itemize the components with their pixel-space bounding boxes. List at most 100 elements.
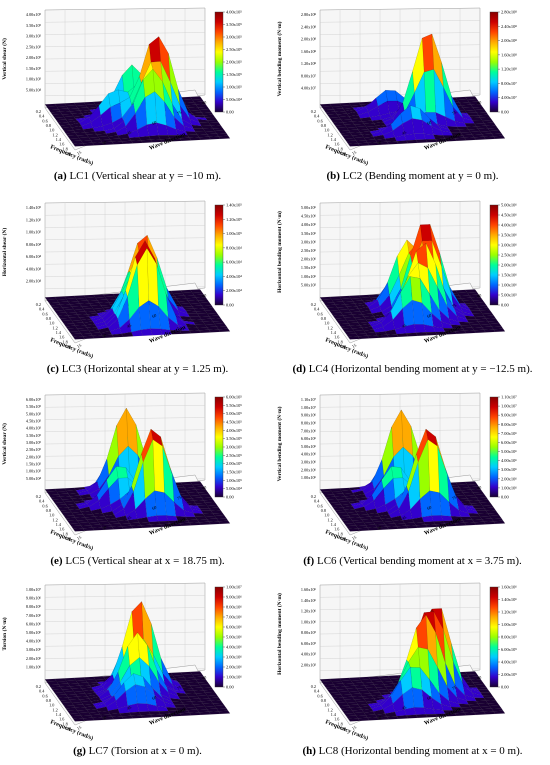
z-tick-label: 2.80x10⁸ (301, 12, 317, 17)
dir-tick-label: 30 (376, 332, 382, 338)
surface-cell (218, 135, 231, 140)
colorbar-tick-label: 4.00x10⁷ (501, 95, 517, 100)
z-tick-label: 5.00x10⁶ (26, 630, 42, 635)
z-tick-label: 1.60x10⁸ (301, 49, 317, 54)
surface-cell (121, 715, 134, 720)
panel-caption-text: LC4 (Horizontal bending moment at y = −1… (305, 363, 533, 375)
dir-tick-label: 75 (176, 109, 182, 115)
z-tick-label: 4.00x10⁴ (26, 266, 42, 271)
freq-tick-label: 1.8 (337, 146, 342, 151)
panel-caption-text: LC1 (Vertical shear at y = −10 m). (66, 170, 222, 182)
z-tick-label: 8.00x10⁴ (26, 242, 42, 247)
dir-tick-label: 60 (151, 119, 157, 125)
freq-tick-label: 0.2 (36, 684, 41, 689)
surface-cell (444, 523, 457, 527)
surface-cell (72, 336, 85, 340)
panel-caption-text: LC3 (Horizontal shear at y = 1.25 m). (58, 363, 229, 375)
surface-cell (144, 91, 157, 125)
surface-cell (92, 717, 105, 721)
colorbar-tick-label: 3.50x10⁵ (226, 436, 242, 441)
freq-tick-label: 1.2 (52, 132, 57, 137)
dir-tick-label: 45 (401, 704, 407, 710)
freq-tick-label: 1.8 (337, 721, 342, 726)
z-tick-label: 1.00x10⁶ (26, 664, 42, 669)
surface-cell (92, 142, 105, 146)
z-tick-label: 3.50x10⁶ (301, 231, 317, 236)
freq-tick-label: 1.2 (52, 707, 57, 712)
surface-cell (179, 137, 192, 142)
surface-cell (121, 331, 134, 338)
surface-cell (82, 527, 95, 532)
freq-tick-label: 1.0 (49, 703, 54, 708)
surface-cell (189, 522, 202, 526)
surface-cell (218, 710, 231, 715)
surface-cell (160, 713, 173, 718)
surface-cell (493, 520, 506, 525)
surface-plot: 1.10x10⁷ 1.00x10⁷ 9.00x10⁶ 8.00x10⁶ 7.00x10⁶… (276, 392, 517, 552)
dir-tick-label: 30 (376, 714, 382, 720)
surface-plot: 1.40x10⁵ 1.20x10⁵ 1.00x10⁵ 8.00x10⁴ 6.00x10⁴… (1, 200, 242, 360)
colorbar-tick-label: 2.50x10⁵ (226, 453, 242, 458)
chart-panel-a: 4.00x10⁵ 3.50x10⁵ 3.00x10⁵ 2.50x10⁵ 2.00x10⁵… (0, 0, 275, 190)
z-tick-label: 6.00x10⁴ (26, 254, 42, 259)
panel-caption-text: LC2 (Bending moment at y = 0 m). (339, 170, 499, 182)
freq-tick-label: 1.0 (49, 321, 54, 326)
freq-tick-label: 1.8 (62, 721, 67, 726)
colorbar-tick-label: 5.00x10⁶ (226, 635, 242, 640)
dir-tick-label: 90 (476, 99, 482, 105)
colorbar-tick-label: 1.50x10⁶ (501, 273, 517, 278)
colorbar-tick-label: 1.00x10⁶ (501, 283, 517, 288)
z-tick-label: 2.00x10⁵ (301, 662, 317, 667)
colorbar-tick-label: 5.50x10⁵ (226, 403, 242, 408)
surface-plot: 5.00x10⁶ 4.50x10⁶ 4.00x10⁶ 3.50x10⁶ 3.00x10⁶… (276, 200, 517, 360)
x-axis-label: Frequency (rad/s) (324, 718, 369, 742)
surface-cell (72, 143, 85, 147)
z-tick-label: 1.20x10⁵ (26, 217, 42, 222)
freq-tick-label: 0.4 (314, 689, 320, 694)
surface-cell (473, 329, 486, 334)
z-tick-label: 1.00x10⁶ (301, 274, 317, 279)
surface-cell (169, 713, 182, 717)
z-axis-label: Vertical bending moment (N·m) (276, 21, 283, 96)
freq-tick-label: 1.8 (62, 531, 67, 536)
panel-label: (e) (50, 555, 63, 567)
dir-tick-label: 60 (151, 694, 157, 700)
colorbar-tick-label: 3.00x10⁶ (226, 655, 242, 660)
freq-tick-label: 1.0 (324, 513, 329, 518)
z-tick-label: 2.00x10⁵ (26, 55, 42, 60)
z-tick-label: 9.00x10⁶ (301, 413, 317, 418)
freq-tick-label: 0.4 (39, 307, 45, 312)
surface-cell (406, 714, 419, 719)
colorbar (214, 204, 224, 306)
colorbar-tick-label: 0.00 (226, 685, 234, 690)
colorbar-tick-label: 3.50x10⁵ (226, 22, 242, 27)
z-tick-label: 8.00x10⁵ (301, 630, 317, 635)
x-axis-label: Frequency (rad/s) (49, 143, 94, 167)
surface-cell (189, 137, 202, 141)
colorbar-tick-label: 1.00x10⁶ (226, 675, 242, 680)
freq-tick-label: 0.4 (39, 499, 45, 504)
z-tick-label: 4.00x10⁶ (26, 639, 42, 644)
freq-tick-label: 1.2 (327, 707, 332, 712)
surface-cell (92, 335, 105, 339)
colorbar-tick-label: 3.00x10⁵ (226, 35, 242, 40)
surface-cell (435, 138, 448, 143)
surface-cell (191, 319, 204, 323)
dir-tick-label: 90 (201, 99, 207, 105)
dir-tick-label: 30 (101, 524, 107, 530)
surface-cell (101, 716, 115, 721)
colorbar-tick-label: 6.00x10⁵ (501, 647, 517, 652)
surface-cell (396, 140, 409, 145)
freq-tick-label: 0.2 (36, 494, 41, 499)
freq-tick-label: 0.6 (42, 503, 47, 508)
z-tick-label: 1.00x10⁷ (301, 405, 317, 410)
freq-tick-label: 1.4 (331, 522, 337, 527)
freq-tick-label: 0.8 (321, 698, 326, 703)
z-tick-label: 3.00x10⁵ (26, 440, 42, 445)
surface-cell (415, 332, 428, 337)
freq-tick-label: 1.4 (56, 522, 62, 527)
surface-cell (386, 526, 399, 530)
surface-cell (131, 525, 144, 529)
dir-tick-label: 15 (351, 342, 357, 348)
z-tick-label: 1.20x10⁶ (301, 609, 317, 614)
